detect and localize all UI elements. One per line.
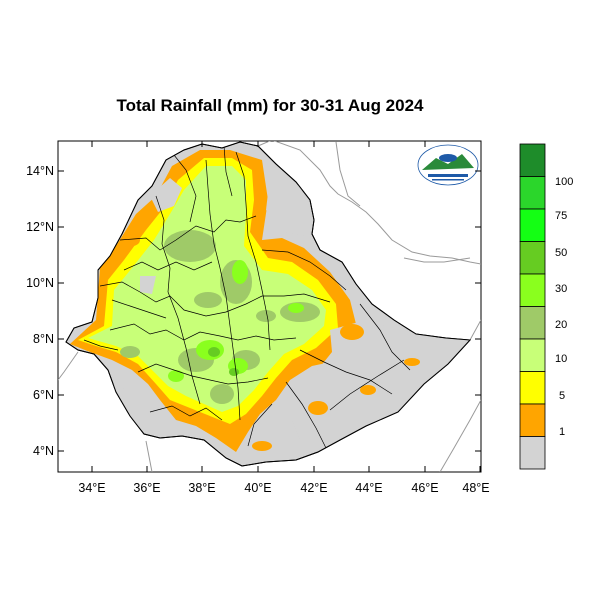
legend-color-box [519,403,546,437]
legend-label: 100 [555,176,573,188]
legend-color-box [519,241,546,275]
meteorology-agency-logo-icon [417,144,479,186]
lat-label: 6°N [33,388,54,402]
legend-label: 30 [555,283,567,295]
rainfall-shading [70,150,470,452]
lat-label: 4°N [33,444,54,458]
lon-label: 34°E [78,481,105,495]
lat-label: 8°N [33,332,54,346]
legend-label: 75 [555,210,567,222]
legend-label: 50 [555,247,567,259]
lon-label: 36°E [133,481,160,495]
legend-color-box [519,306,546,340]
lon-label: 44°E [355,481,382,495]
lat-label: 14°N [26,164,54,178]
legend-label: 1 [559,426,565,438]
neighbour-borders [58,141,481,472]
legend-color-box [519,208,546,242]
map-title: Total Rainfall (mm) for 30-31 Aug 2024 [116,96,424,115]
legend-label: 10 [555,353,567,365]
lon-label: 40°E [244,481,271,495]
region-boundaries [83,145,411,449]
lon-ticks [91,141,481,472]
lat-label: 12°N [26,220,54,234]
legend-color-box [519,436,546,470]
lat-ticks [58,170,481,452]
lon-label: 38°E [188,481,215,495]
lat-label: 10°N [26,276,54,290]
legend-color-box [519,143,546,177]
legend-color-box [519,371,546,405]
legend-color-box [519,176,546,210]
legend-color-box [519,338,546,372]
lon-label: 48°E [462,481,489,495]
ethiopia-border [65,141,472,467]
lon-label: 46°E [411,481,438,495]
legend-colorbar [519,143,546,470]
legend-color-box [519,273,546,307]
legend-label: 20 [555,319,567,331]
legend-label: 5 [559,390,565,402]
lon-label: 42°E [300,481,327,495]
